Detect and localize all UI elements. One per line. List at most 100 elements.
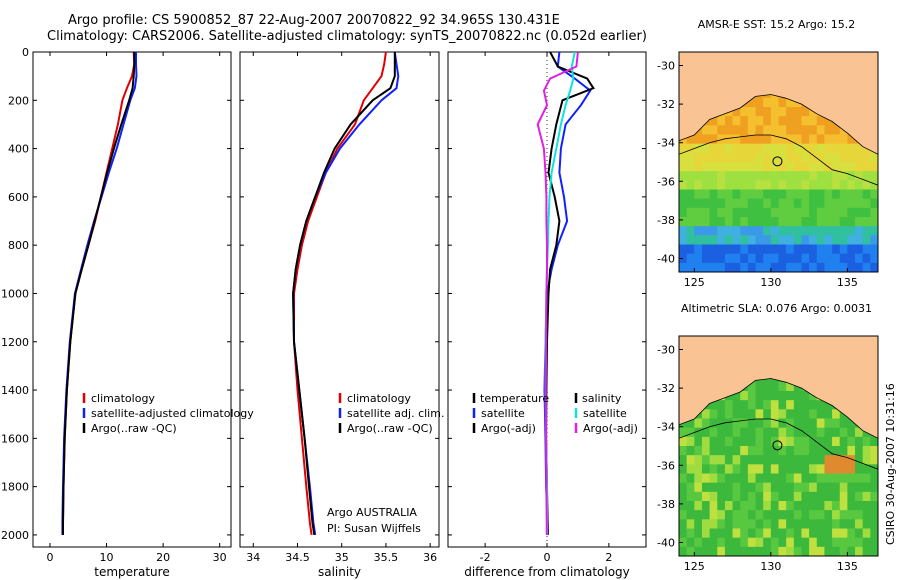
map-cell [679,537,688,548]
map-cell [862,519,871,530]
map-cell [755,226,764,236]
map-cell [732,189,741,200]
map-cell [824,217,833,227]
map-cell [786,189,795,200]
map-cell [793,418,803,429]
map-cell [832,180,841,191]
map-cell [701,152,711,163]
map-cell [709,464,718,475]
map-cell [770,546,780,556]
map-cell [855,235,864,246]
map-cell [786,116,795,126]
map-cell [679,510,688,520]
map-cell [862,510,871,520]
map-cell [801,125,810,136]
map-cell [839,546,848,556]
map-cell [732,537,741,548]
map-cell [770,217,780,227]
map-cell [763,253,772,264]
map-cell [801,152,810,163]
map-cell [747,528,757,539]
map-cell [824,501,833,511]
map-cell [824,207,833,218]
map-cell [870,482,878,493]
map-cell [793,116,803,126]
map-cell [847,464,856,475]
map-cell [778,226,787,236]
map-cell [862,446,871,456]
temperature-xtick-label: 0 [46,551,53,564]
map-cell [870,244,878,255]
map-cell [694,226,703,236]
map-cell [724,427,734,438]
map-cell [786,436,795,447]
map-cell [740,418,749,429]
map-cell [732,519,741,530]
map-cell [763,143,772,154]
map-cell [717,537,726,548]
map-cell [717,400,726,410]
map-cell [701,262,711,272]
map-cell [686,501,695,511]
map-cell [701,546,711,556]
map-cell [679,482,688,493]
sla-map-title: Altimetric SLA: 0.076 Argo: 0.0031 [681,302,872,315]
map-cell [763,244,772,255]
map-cell [832,262,841,272]
map-cell [770,528,780,539]
map-cell [862,152,871,163]
map-cell [709,244,718,255]
map-cell [747,189,757,200]
map-cell [816,226,826,236]
map-cell [686,482,695,493]
map-cell [824,125,833,136]
map-cell [747,400,757,410]
map-cell [755,528,764,539]
map-cell [763,198,772,209]
map-cell [816,400,826,410]
map-cell [686,162,695,172]
map-cell [724,400,734,410]
map-cell [832,171,841,181]
map-cell [740,134,749,145]
map-cell [717,262,726,272]
map-cell [855,189,864,200]
map-cell [847,198,856,209]
sla-map-xtick-label: 135 [837,560,858,573]
map-cell [732,116,741,126]
map-cell [701,189,711,200]
map-cell [809,501,818,511]
map-cell [686,446,695,456]
map-cell [770,400,780,410]
map-cell [701,418,711,429]
map-cell [786,464,795,475]
map-cell [724,134,734,145]
map-cell [755,436,764,447]
map-cell [732,400,741,410]
map-cell [832,244,841,255]
map-cell [755,537,764,548]
map-cell [786,446,795,456]
map-cell [832,510,841,520]
map-cell [679,152,688,163]
map-cell [694,189,703,200]
sla-map-map [678,335,879,557]
map-cell [786,217,795,227]
map-cell [701,519,711,530]
map-cell [724,143,734,154]
map-cell [793,198,803,209]
map-cell [816,207,826,218]
map-cell [740,537,749,548]
map-cell [847,217,856,227]
map-cell [740,546,749,556]
map-cell [786,152,795,163]
map-cell [862,528,871,539]
map-cell [709,510,718,520]
map-cell [679,253,688,264]
map-cell [847,207,856,218]
map-cell [839,491,848,502]
map-cell [801,116,810,126]
map-cell [839,482,848,493]
map-cell [809,198,818,209]
map-cell [839,436,848,447]
